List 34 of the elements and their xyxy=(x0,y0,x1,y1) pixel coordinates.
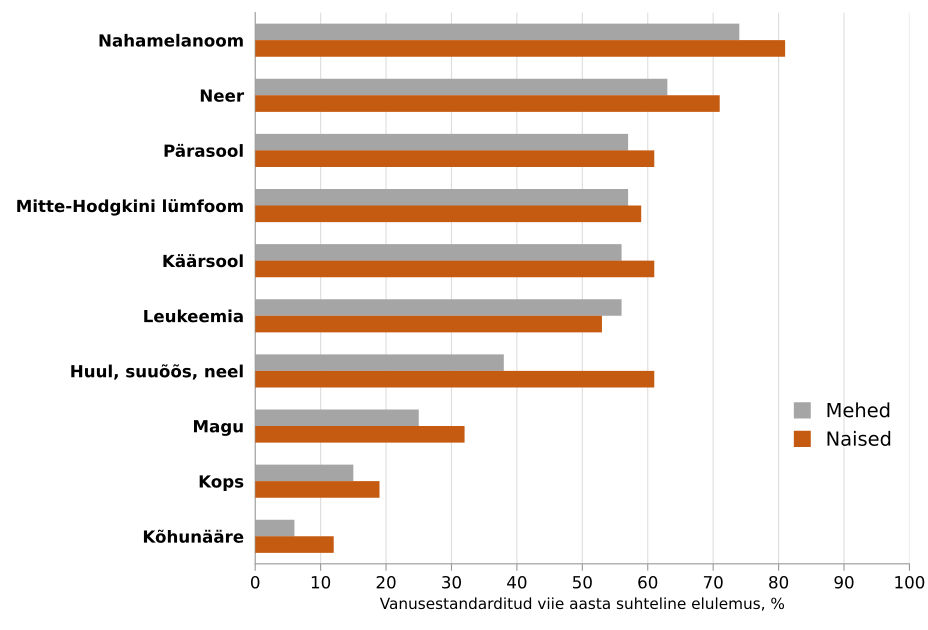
x-tick-label: 30 xyxy=(442,576,461,589)
bar xyxy=(255,150,654,167)
y-tick-label: Käärsool xyxy=(163,254,243,268)
y-tick-label: Nahamelanoom xyxy=(100,34,243,47)
legend-label: Mehed xyxy=(828,402,890,418)
x-tick-label: 50 xyxy=(573,576,592,589)
bar xyxy=(255,370,654,388)
x-tick-label: 90 xyxy=(834,576,854,589)
bar xyxy=(255,260,654,278)
bar xyxy=(255,316,602,332)
x-tick-label: 10 xyxy=(312,576,330,589)
bar xyxy=(255,481,380,498)
y-tick-label: Kops xyxy=(200,475,244,491)
x-tick-label: 80 xyxy=(769,576,788,589)
y-tick-label: Pärasool xyxy=(164,144,243,157)
bar xyxy=(255,206,642,222)
y-tick-label: Neer xyxy=(200,89,244,102)
x-axis-title: Vanusestandarditud viie aasta suhteline elulemus, % xyxy=(380,597,784,611)
bar xyxy=(255,536,334,553)
x-tick-label: 0 xyxy=(250,576,260,589)
bar xyxy=(255,95,720,112)
y-tick-label: Magu xyxy=(194,420,243,436)
bar xyxy=(255,40,786,57)
y-tick-label: Kõhunääre xyxy=(144,530,244,543)
legend-label: Naised xyxy=(828,430,890,446)
y-tick-label: Huul, suuõõs, neel xyxy=(71,364,243,380)
x-tick-label: 100 xyxy=(895,576,924,589)
x-tick-label: 70 xyxy=(704,576,723,589)
y-tick-label: Leukeemia xyxy=(144,309,243,322)
y-tick-label: Mitte-Hodgkini lümfoom xyxy=(17,199,243,216)
bar xyxy=(255,426,465,443)
x-tick-label: 20 xyxy=(376,576,396,589)
x-tick-label: 60 xyxy=(638,576,658,589)
x-tick-label: 40 xyxy=(507,576,526,589)
